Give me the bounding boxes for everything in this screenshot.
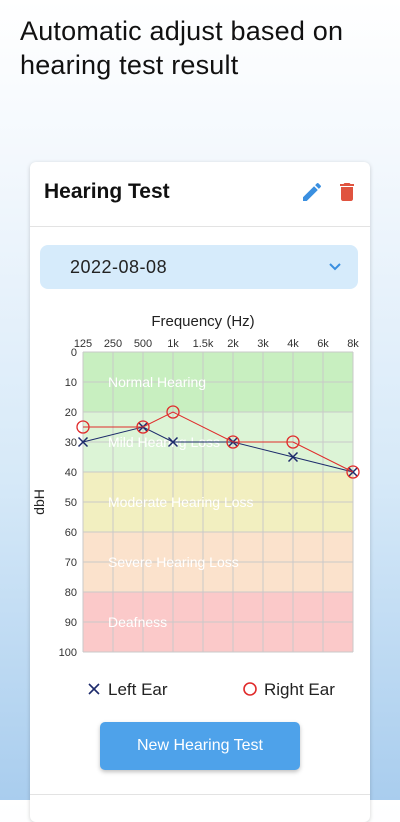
x-tick-label: 6k bbox=[317, 338, 329, 350]
band-label: Normal Hearing bbox=[108, 374, 206, 390]
y-tick-label: 60 bbox=[65, 527, 77, 539]
y-tick-label: 90 bbox=[65, 617, 77, 629]
right-ear-point bbox=[76, 420, 90, 434]
test-date-value: 2022-08-08 bbox=[70, 257, 168, 277]
divider bbox=[30, 794, 370, 795]
y-tick-label: 70 bbox=[65, 557, 77, 569]
delete-button[interactable] bbox=[335, 180, 359, 204]
x-tick-label: 500 bbox=[134, 338, 152, 350]
x-tick-label: 1k bbox=[167, 338, 179, 350]
x-tick-label: 1.5k bbox=[193, 338, 214, 350]
hearing-test-card: Hearing Test 2022-08-08 Normal Hearing Mi… bbox=[30, 162, 370, 822]
y-tick-label: 0 bbox=[71, 347, 77, 359]
chevron-down-icon bbox=[329, 263, 341, 271]
y-tick-label: 20 bbox=[65, 407, 77, 419]
y-tick-label: 80 bbox=[65, 587, 77, 599]
left-ear-point bbox=[77, 436, 89, 448]
legend-right-ear-label: Right Ear bbox=[264, 680, 335, 699]
right-ear-point bbox=[226, 435, 240, 449]
legend-left-ear: Left Ear bbox=[86, 680, 168, 700]
y-tick-label: 30 bbox=[65, 437, 77, 449]
legend-left-ear-label: Left Ear bbox=[108, 680, 168, 699]
trash-icon bbox=[340, 183, 354, 201]
headline: Automatic adjust based on hearing test r… bbox=[20, 16, 344, 80]
audiogram-chart: Normal Hearing Mild Hearing Loss Moderate … bbox=[31, 313, 360, 659]
x-tick-label: 3k bbox=[257, 338, 269, 350]
x-tick-label: 4k bbox=[287, 338, 299, 350]
band-label: Deafness bbox=[108, 614, 167, 630]
x-tick-label: 2k bbox=[227, 338, 239, 350]
test-date-select[interactable]: 2022-08-08 bbox=[40, 245, 358, 289]
card-title: Hearing Test bbox=[44, 180, 170, 203]
y-tick-label: 40 bbox=[65, 467, 77, 479]
y-axis-title: dbH bbox=[31, 489, 47, 515]
x-tick-label: 8k bbox=[347, 338, 359, 350]
band-label: Mild Hearing Loss bbox=[108, 434, 220, 450]
y-tick-label: 100 bbox=[59, 647, 77, 659]
x-tick-label: 250 bbox=[104, 338, 122, 350]
band-label: Severe Hearing Loss bbox=[108, 554, 239, 570]
y-tick-label: 50 bbox=[65, 497, 77, 509]
new-hearing-test-button[interactable]: New Hearing Test bbox=[100, 722, 300, 770]
edit-button[interactable] bbox=[300, 180, 324, 204]
circle-marker-icon bbox=[243, 682, 257, 696]
left-ear-point bbox=[167, 436, 179, 448]
card-header: Hearing Test bbox=[30, 162, 370, 227]
right-ear-point bbox=[136, 420, 150, 434]
x-tick-label: 125 bbox=[74, 338, 92, 350]
y-tick-label: 10 bbox=[65, 377, 77, 389]
right-ear-point bbox=[286, 435, 300, 449]
band-label: Moderate Hearing Loss bbox=[108, 494, 254, 510]
x-axis-title: Frequency (Hz) bbox=[151, 313, 254, 330]
right-ear-point bbox=[166, 405, 180, 419]
right-ear-point bbox=[346, 465, 360, 479]
legend-right-ear: Right Ear bbox=[242, 680, 335, 700]
pencil-icon bbox=[303, 182, 322, 201]
left-ear-point bbox=[287, 451, 299, 463]
x-marker-icon bbox=[88, 683, 100, 695]
series-line-left-ear bbox=[82, 426, 354, 473]
series-line-right-ear bbox=[83, 411, 354, 473]
